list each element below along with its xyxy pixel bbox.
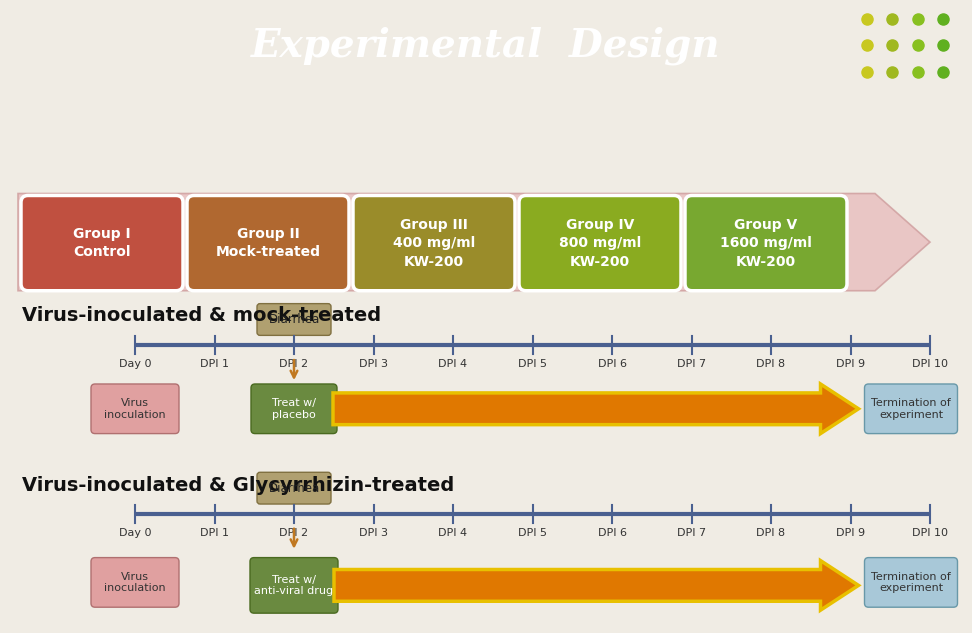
- Text: DPI 6: DPI 6: [598, 528, 627, 538]
- Text: DPI 10: DPI 10: [912, 359, 948, 369]
- Text: Treat w/
anti-viral drug: Treat w/ anti-viral drug: [255, 575, 333, 596]
- Text: Virus
inoculation: Virus inoculation: [104, 398, 166, 420]
- Text: Day 0: Day 0: [119, 359, 152, 369]
- Text: DPI 9: DPI 9: [836, 359, 865, 369]
- FancyBboxPatch shape: [353, 196, 515, 291]
- Text: DPI 10: DPI 10: [912, 528, 948, 538]
- FancyBboxPatch shape: [251, 384, 337, 434]
- Text: DPI 8: DPI 8: [756, 359, 785, 369]
- Text: DPI 4: DPI 4: [438, 528, 468, 538]
- FancyBboxPatch shape: [91, 558, 179, 607]
- Text: DPI 6: DPI 6: [598, 359, 627, 369]
- Text: Day 0: Day 0: [119, 528, 152, 538]
- Text: Termination of
experiment: Termination of experiment: [871, 398, 951, 420]
- Polygon shape: [18, 194, 930, 291]
- Text: Group V
1600 mg/ml
KW-200: Group V 1600 mg/ml KW-200: [720, 218, 812, 268]
- Text: DPI 7: DPI 7: [677, 528, 706, 538]
- Text: Diarrhea: Diarrhea: [268, 313, 320, 326]
- Text: Termination of
experiment: Termination of experiment: [871, 572, 951, 593]
- Text: DPI 8: DPI 8: [756, 528, 785, 538]
- Text: DPI 9: DPI 9: [836, 528, 865, 538]
- Text: Experimental  Design: Experimental Design: [251, 26, 721, 65]
- Text: DPI 7: DPI 7: [677, 359, 706, 369]
- Text: Treat w/
placebo: Treat w/ placebo: [272, 398, 316, 420]
- Text: Diarrhea: Diarrhea: [268, 482, 320, 494]
- Text: DPI 3: DPI 3: [359, 359, 388, 369]
- Text: DPI 2: DPI 2: [279, 359, 308, 369]
- FancyBboxPatch shape: [21, 196, 183, 291]
- FancyBboxPatch shape: [519, 196, 681, 291]
- FancyBboxPatch shape: [864, 558, 957, 607]
- FancyArrow shape: [334, 561, 858, 610]
- Text: DPI 4: DPI 4: [438, 359, 468, 369]
- Text: DPI 5: DPI 5: [518, 359, 547, 369]
- FancyBboxPatch shape: [250, 558, 338, 613]
- FancyBboxPatch shape: [685, 196, 847, 291]
- Text: DPI 3: DPI 3: [359, 528, 388, 538]
- FancyBboxPatch shape: [91, 384, 179, 434]
- Text: Virus-inoculated & mock-treated: Virus-inoculated & mock-treated: [22, 306, 381, 325]
- Text: DPI 1: DPI 1: [200, 359, 229, 369]
- Text: Group II
Mock-treated: Group II Mock-treated: [216, 227, 321, 260]
- FancyBboxPatch shape: [187, 196, 349, 291]
- FancyBboxPatch shape: [864, 384, 957, 434]
- Text: Virus
inoculation: Virus inoculation: [104, 572, 166, 593]
- FancyBboxPatch shape: [257, 304, 331, 335]
- Text: DPI 2: DPI 2: [279, 528, 308, 538]
- Text: Group I
Control: Group I Control: [73, 227, 131, 260]
- Text: Virus-inoculated & Glycyrrhizin-treated: Virus-inoculated & Glycyrrhizin-treated: [22, 476, 454, 495]
- Text: DPI 5: DPI 5: [518, 528, 547, 538]
- FancyBboxPatch shape: [257, 472, 331, 504]
- FancyArrow shape: [333, 384, 858, 434]
- Text: Group III
400 mg/ml
KW-200: Group III 400 mg/ml KW-200: [393, 218, 475, 268]
- Text: DPI 1: DPI 1: [200, 528, 229, 538]
- Text: Group IV
800 mg/ml
KW-200: Group IV 800 mg/ml KW-200: [559, 218, 642, 268]
